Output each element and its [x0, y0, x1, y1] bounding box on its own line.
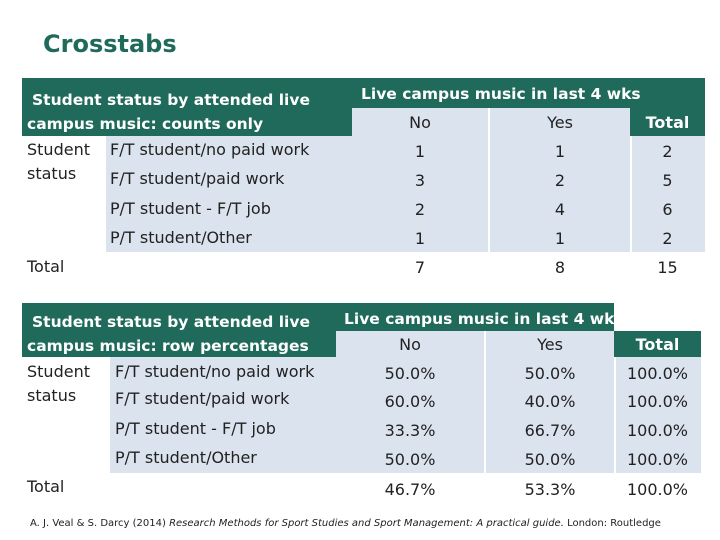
table2-header-left	[22, 303, 336, 357]
citation-book: Research Methods for Sport Studies and S…	[169, 518, 564, 529]
table1-row-band	[352, 222, 705, 252]
table2-caption-line2: campus music: row percentages	[27, 337, 309, 355]
table1-header-center	[352, 78, 630, 108]
citation-publisher: London: Routledge	[567, 518, 661, 529]
table1-cell-total: 2	[662, 228, 673, 248]
table2-row-band	[336, 357, 701, 385]
table2-total-total: 100.0%	[626, 479, 688, 499]
table2-total-label: Total	[27, 476, 65, 496]
table1-row-band	[22, 136, 705, 164]
table2-total-no: 46.7%	[384, 479, 436, 499]
citation-authors: A. J. Veal & S. Darcy (2014)	[30, 518, 166, 529]
table2-col-yes: Yes	[486, 331, 614, 357]
table1-total-yes: 8	[554, 257, 566, 277]
table2-col-no: No	[336, 331, 484, 357]
table1-row-band	[22, 252, 705, 280]
table1-cell-no: 1	[414, 141, 426, 161]
table1-separator	[630, 136, 632, 280]
table1-col-yes: Yes	[490, 108, 630, 136]
table2-row-label: F/T student/paid work	[115, 388, 290, 408]
table1-cell-total: 2	[662, 141, 673, 161]
table1-cell-yes: 2	[554, 170, 566, 190]
table1-col-no: No	[352, 108, 488, 136]
table2-row-band	[22, 385, 701, 413]
table1-cell-yes: 1	[554, 228, 566, 248]
table2-cell-no: 50.0%	[384, 363, 436, 383]
table1-cell-no: 1	[414, 228, 426, 248]
table2-separator	[614, 357, 616, 503]
table1-total-total: 15	[657, 257, 678, 277]
table2-row-label: P/T student/Other	[115, 447, 257, 467]
table1-row-band	[22, 194, 705, 222]
table1-row-label: P/T student/Other	[110, 227, 252, 247]
table1-col-total: Total	[630, 108, 705, 136]
table2-cell-total: 100.0%	[626, 420, 688, 440]
table2-group-label-line2: status	[27, 385, 77, 405]
citation: A. J. Veal & S. Darcy (2014) Research Me…	[30, 518, 661, 529]
table2-group-label-line1: Student	[27, 361, 90, 381]
table1-cell-no: 3	[414, 170, 426, 190]
table1-row-label: P/T student - F/T job	[110, 198, 271, 218]
table2-cell-no: 60.0%	[384, 391, 436, 411]
table2-row-band	[22, 443, 701, 473]
table1-caption-line2: campus music: counts only	[27, 115, 264, 133]
table2-cell-yes: 66.7%	[524, 420, 576, 440]
table2-cell-total: 100.0%	[626, 449, 688, 469]
table2-cell-total: 100.0%	[626, 363, 688, 383]
table2-row-label: P/T student - F/T job	[115, 418, 276, 438]
table2-cell-no: 33.3%	[384, 420, 436, 440]
table1-row-label: F/T student/paid work	[110, 168, 285, 188]
table1-cell-yes: 4	[554, 199, 566, 219]
table1-cell-total: 5	[662, 170, 673, 190]
table2-header-title: Live campus music in last 4 wks	[344, 310, 624, 328]
table2-cell-total: 100.0%	[626, 391, 688, 411]
table2-header-total-bg	[614, 331, 701, 357]
table2-row-label: F/T student/no paid work	[115, 361, 315, 381]
table2-cell-yes: 40.0%	[524, 391, 576, 411]
table2-cell-yes: 50.0%	[524, 449, 576, 469]
table2-total-yes: 53.3%	[524, 479, 576, 499]
table1-header-left	[22, 78, 352, 136]
table2-row-band	[336, 413, 701, 443]
table1-caption-line1: Student status by attended live	[32, 91, 310, 109]
table2-row-band	[22, 357, 110, 473]
table1-group-label-line2: status	[27, 163, 77, 183]
page-title: Crosstabs	[43, 30, 177, 58]
table1-row-label: F/T student/no paid work	[110, 139, 310, 159]
table1-row-band	[22, 136, 106, 252]
table2-cell-no: 50.0%	[384, 449, 436, 469]
table1-total-label: Total	[27, 256, 65, 276]
table1-cell-total: 6	[662, 199, 673, 219]
table1-cell-no: 2	[414, 199, 426, 219]
table1-group-label-line1: Student	[27, 139, 90, 159]
table1-separator	[488, 108, 490, 280]
table1-total-no: 7	[414, 257, 426, 277]
table2-header-center	[336, 303, 614, 331]
table1-header-title: Live campus music in last 4 wks	[361, 85, 641, 103]
table2-row-band	[22, 473, 701, 503]
table2-separator	[484, 331, 486, 503]
table2-cell-yes: 50.0%	[524, 363, 576, 383]
table2-col-total: Total	[635, 334, 680, 354]
table2-caption-line1: Student status by attended live	[32, 313, 310, 331]
table1-cell-yes: 1	[554, 141, 566, 161]
table1-row-band	[352, 164, 705, 194]
